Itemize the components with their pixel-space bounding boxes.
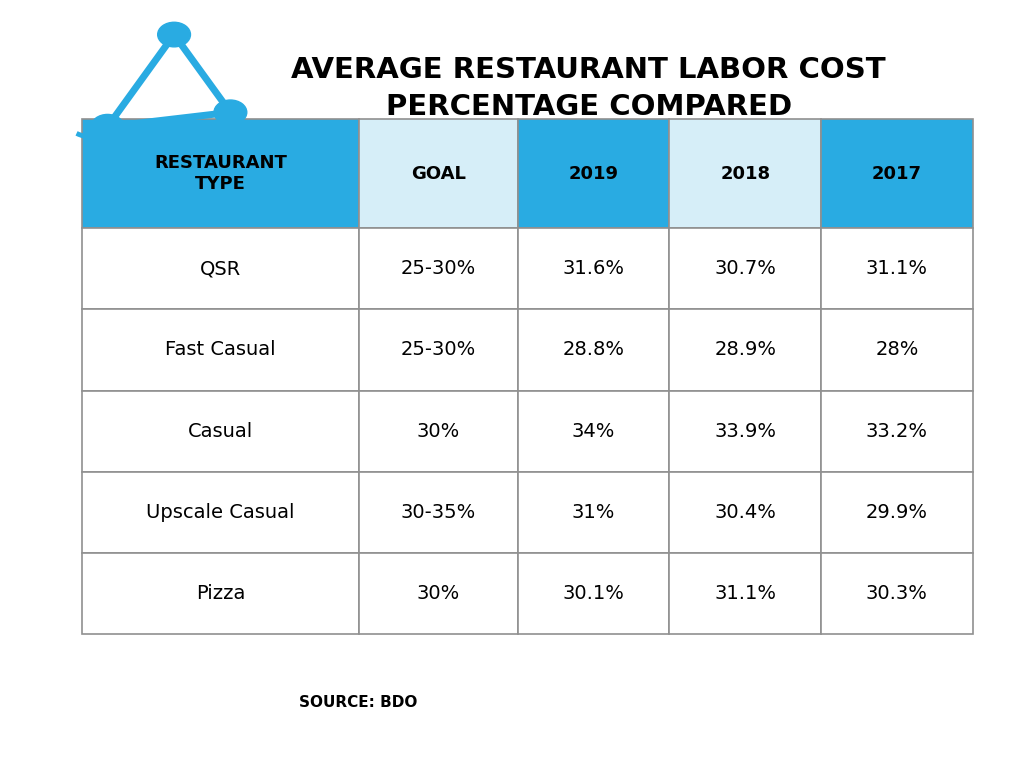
Text: GOAL: GOAL [411,165,466,183]
FancyBboxPatch shape [821,119,973,228]
Text: Pizza: Pizza [196,584,245,603]
Text: 28%: 28% [876,340,919,359]
FancyBboxPatch shape [82,552,358,634]
FancyBboxPatch shape [821,552,973,634]
Text: RESTAURANT
TYPE: RESTAURANT TYPE [154,154,287,194]
Text: 33.9%: 33.9% [714,422,776,441]
Text: 25-30%: 25-30% [400,340,476,359]
FancyBboxPatch shape [358,390,517,472]
Text: 25-30%: 25-30% [400,260,476,279]
FancyBboxPatch shape [670,228,821,310]
FancyBboxPatch shape [670,390,821,472]
Text: Upscale Casual: Upscale Casual [146,502,295,521]
FancyBboxPatch shape [82,310,358,390]
Text: Fast Casual: Fast Casual [165,340,275,359]
Text: 2019: 2019 [568,165,618,183]
Text: 30.1%: 30.1% [562,584,625,603]
FancyBboxPatch shape [670,119,821,228]
FancyBboxPatch shape [670,310,821,390]
Text: 2018: 2018 [720,165,770,183]
FancyBboxPatch shape [358,228,517,310]
Text: 30.3%: 30.3% [866,584,928,603]
Circle shape [214,100,247,124]
FancyBboxPatch shape [517,472,670,552]
Text: 30%: 30% [417,422,460,441]
FancyBboxPatch shape [82,390,358,472]
Text: 31.6%: 31.6% [562,260,625,279]
Text: 2017: 2017 [872,165,922,183]
Text: QSR: QSR [200,260,241,279]
Text: 28.8%: 28.8% [562,340,625,359]
Text: SOURCE: BDO: SOURCE: BDO [299,695,418,710]
Text: 29.9%: 29.9% [866,502,928,521]
Text: 28.9%: 28.9% [714,340,776,359]
Text: 31.1%: 31.1% [866,260,928,279]
Text: 30%: 30% [417,584,460,603]
FancyBboxPatch shape [821,390,973,472]
Circle shape [91,114,124,139]
FancyBboxPatch shape [517,552,670,634]
FancyBboxPatch shape [82,119,358,228]
Text: 31.1%: 31.1% [714,584,776,603]
Text: AVERAGE RESTAURANT LABOR COST
PERCENTAGE COMPARED: AVERAGE RESTAURANT LABOR COST PERCENTAGE… [292,56,886,121]
FancyBboxPatch shape [517,119,670,228]
FancyBboxPatch shape [82,228,358,310]
FancyBboxPatch shape [517,310,670,390]
Circle shape [158,22,190,47]
FancyBboxPatch shape [821,228,973,310]
Text: 30-35%: 30-35% [400,502,476,521]
FancyBboxPatch shape [358,472,517,552]
FancyBboxPatch shape [821,310,973,390]
FancyBboxPatch shape [517,228,670,310]
FancyBboxPatch shape [670,472,821,552]
FancyBboxPatch shape [358,310,517,390]
Text: 31%: 31% [571,502,615,521]
FancyBboxPatch shape [821,472,973,552]
FancyBboxPatch shape [670,552,821,634]
Text: Casual: Casual [187,422,253,441]
FancyBboxPatch shape [358,552,517,634]
Text: 34%: 34% [571,422,615,441]
FancyBboxPatch shape [358,119,517,228]
Text: 30.7%: 30.7% [715,260,776,279]
FancyBboxPatch shape [82,472,358,552]
Text: 33.2%: 33.2% [866,422,928,441]
Text: 30.4%: 30.4% [715,502,776,521]
FancyBboxPatch shape [517,390,670,472]
